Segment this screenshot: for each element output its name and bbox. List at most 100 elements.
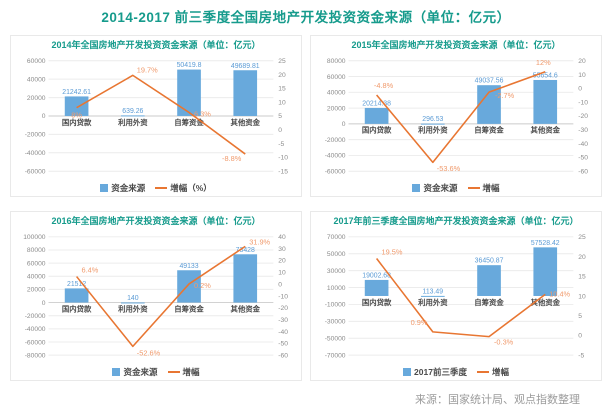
- legend-label: 资金来源: [111, 182, 146, 193]
- trend-point-label: -2.7%: [495, 91, 515, 100]
- bar: [177, 69, 201, 116]
- bar: [477, 85, 501, 124]
- category-label: 国内贷款: [362, 126, 392, 135]
- bar-value-label: 36450.87: [475, 258, 504, 265]
- chart-panel-2016: 2016年全国房地产开发投资资金来源（单位：亿元） 100000 80000 600…: [10, 211, 302, 381]
- bar-series-marker-icon: [412, 183, 421, 192]
- right-axis-tick-label: 25: [578, 234, 586, 241]
- right-axis-tick-label: -30: [278, 317, 288, 324]
- trend-point-label: 6.4%: [82, 266, 99, 275]
- bar-value-label: 50419.8: [177, 62, 202, 69]
- right-axis-tick-label: 0: [278, 281, 282, 288]
- trend-point-label: 19.7%: [137, 65, 158, 74]
- right-axis-tick-label: 5: [278, 113, 282, 120]
- left-axis-tick-label: 30000: [327, 268, 346, 275]
- left-axis-tick-label: -40000: [325, 153, 346, 160]
- right-axis-tick-label: -5: [578, 352, 584, 359]
- chart-panel-2015: 2015年全国房地产开发投资资金来源（单位：亿元） 80000 60000 4000…: [310, 35, 602, 197]
- legend-label: 增幅（%）: [170, 182, 212, 193]
- left-axis-tick-label: -50000: [325, 336, 346, 343]
- right-axis-tick-label: -60: [578, 168, 588, 175]
- legend-item-growth: 增幅（%）: [155, 182, 212, 194]
- category-label: 国内贷款: [362, 298, 392, 307]
- trend-point-label: 12%: [536, 58, 551, 67]
- chart-plot-2016: 100000 80000 60000 40000 20000 0 -20000 -40000 -…: [23, 234, 288, 359]
- bar-value-label: 19002.68: [362, 272, 391, 279]
- chart-legend-2017: 2017前三季度 增幅: [313, 365, 599, 378]
- left-axis-tick-label: -20000: [25, 313, 46, 320]
- left-axis-tick-label: 60000: [327, 74, 346, 81]
- right-axis-tick-label: 20: [278, 258, 286, 265]
- bar: [533, 79, 558, 124]
- chart-plot-2014: 60000 40000 20000 0 -20000 -40000 -60000 25 20 15…: [25, 58, 289, 175]
- right-axis-tick-label: -40: [278, 329, 288, 336]
- left-axis-tick-label: 20000: [327, 105, 346, 112]
- right-axis-tick-label: 20: [578, 58, 586, 65]
- category-label: 其他资金: [531, 126, 561, 135]
- right-axis-tick-label: -20: [578, 113, 588, 120]
- chart-title-2015: 2015年全国房地产开发投资资金来源（单位：亿元）: [351, 40, 561, 50]
- category-label: 自筹资金: [474, 126, 504, 135]
- bar-value-label: 49689.81: [231, 63, 260, 70]
- page-title: 2014-2017 前三季度全国房地产开发投资资金来源（单位：亿元）: [101, 10, 511, 25]
- category-label: 其他资金: [231, 118, 261, 127]
- left-axis-tick-label: 60000: [27, 260, 46, 267]
- right-axis-tick-label: 15: [578, 274, 586, 281]
- left-axis-tick-label: -40000: [25, 326, 46, 333]
- bar: [120, 302, 145, 304]
- left-axis-tick-label: -20000: [25, 132, 46, 139]
- bar: [364, 279, 389, 296]
- right-axis-tick-label: 10: [578, 293, 586, 300]
- trend-point-label: 8%: [71, 111, 82, 120]
- bar: [420, 123, 445, 125]
- chart-panel-2017: 2017年前三季度全国房地产开发投资资金来源（单位：亿元） 70000 50000…: [310, 211, 602, 381]
- bar-value-label: 57528.42: [531, 240, 560, 247]
- left-axis-tick-label: -70000: [325, 352, 346, 359]
- right-axis-tick-label: -5: [278, 141, 284, 148]
- legend-label: 资金来源: [123, 366, 158, 377]
- right-axis-tick-label: 20: [578, 254, 586, 261]
- bar-value-label: 113.49: [423, 288, 444, 295]
- trend-point-label: -4.8%: [374, 81, 394, 90]
- chart-grid: 2014年全国房地产开发投资资金来源（单位：亿元） 60000 40000 2000…: [10, 35, 602, 381]
- trend-line: [75, 245, 246, 348]
- left-axis-tick-label: 50000: [327, 251, 346, 258]
- right-axis-tick-label: 10: [578, 72, 586, 79]
- right-axis-tick-label: -50: [578, 155, 588, 162]
- right-axis-tick-label: -15: [278, 168, 288, 175]
- right-axis-tick-label: 10: [278, 270, 286, 277]
- chart-legend-2015: 资金来源 增幅: [313, 181, 599, 194]
- right-axis-tick-label: 5: [578, 313, 582, 320]
- category-label: 国内贷款: [62, 118, 92, 127]
- chart-title-2014: 2014年全国房地产开发投资资金来源（单位：亿元）: [51, 40, 261, 50]
- right-axis-tick-label: -60: [278, 352, 288, 359]
- trend-line: [375, 258, 546, 338]
- line-series-marker-icon: [167, 370, 180, 373]
- legend-item-funds: 资金来源: [412, 182, 458, 194]
- chart-plot-2017: 70000 50000 30000 10000 -10000 -30000 -50000 -7…: [325, 234, 586, 359]
- left-axis-tick-label: 40000: [27, 274, 46, 281]
- left-axis-tick-label: 20000: [27, 287, 46, 294]
- bar: [64, 288, 89, 303]
- legend-label: 2017前三季度: [414, 366, 467, 377]
- trend-line: [76, 74, 246, 155]
- left-axis-tick-label: 0: [42, 113, 46, 120]
- bar-value-label: 140: [127, 295, 139, 302]
- left-axis-tick-label: 80000: [327, 58, 346, 65]
- bar: [64, 96, 89, 116]
- left-axis-tick-label: 60000: [27, 58, 46, 65]
- left-axis-tick-label: -60000: [25, 339, 46, 346]
- right-axis-tick-label: 40: [278, 234, 286, 241]
- right-axis-tick-label: -40: [578, 141, 588, 148]
- left-axis-tick-label: -40000: [25, 150, 46, 157]
- trend-point-label: 6.3%: [194, 109, 211, 118]
- chart-title-2017: 2017年前三季度全国房地产开发投资资金来源（单位：亿元）: [333, 216, 579, 226]
- chart-legend-2014: 资金来源 增幅（%）: [13, 181, 299, 194]
- bar-value-label: 639.26: [122, 108, 143, 115]
- right-axis-tick-label: 15: [278, 86, 286, 93]
- trend-point-label: 19.5%: [382, 248, 403, 257]
- left-axis-tick-label: -30000: [325, 319, 346, 326]
- category-label: 其他资金: [531, 298, 561, 307]
- legend-item-growth: 增幅: [167, 366, 200, 378]
- trend-point-label: -0.3%: [494, 338, 514, 347]
